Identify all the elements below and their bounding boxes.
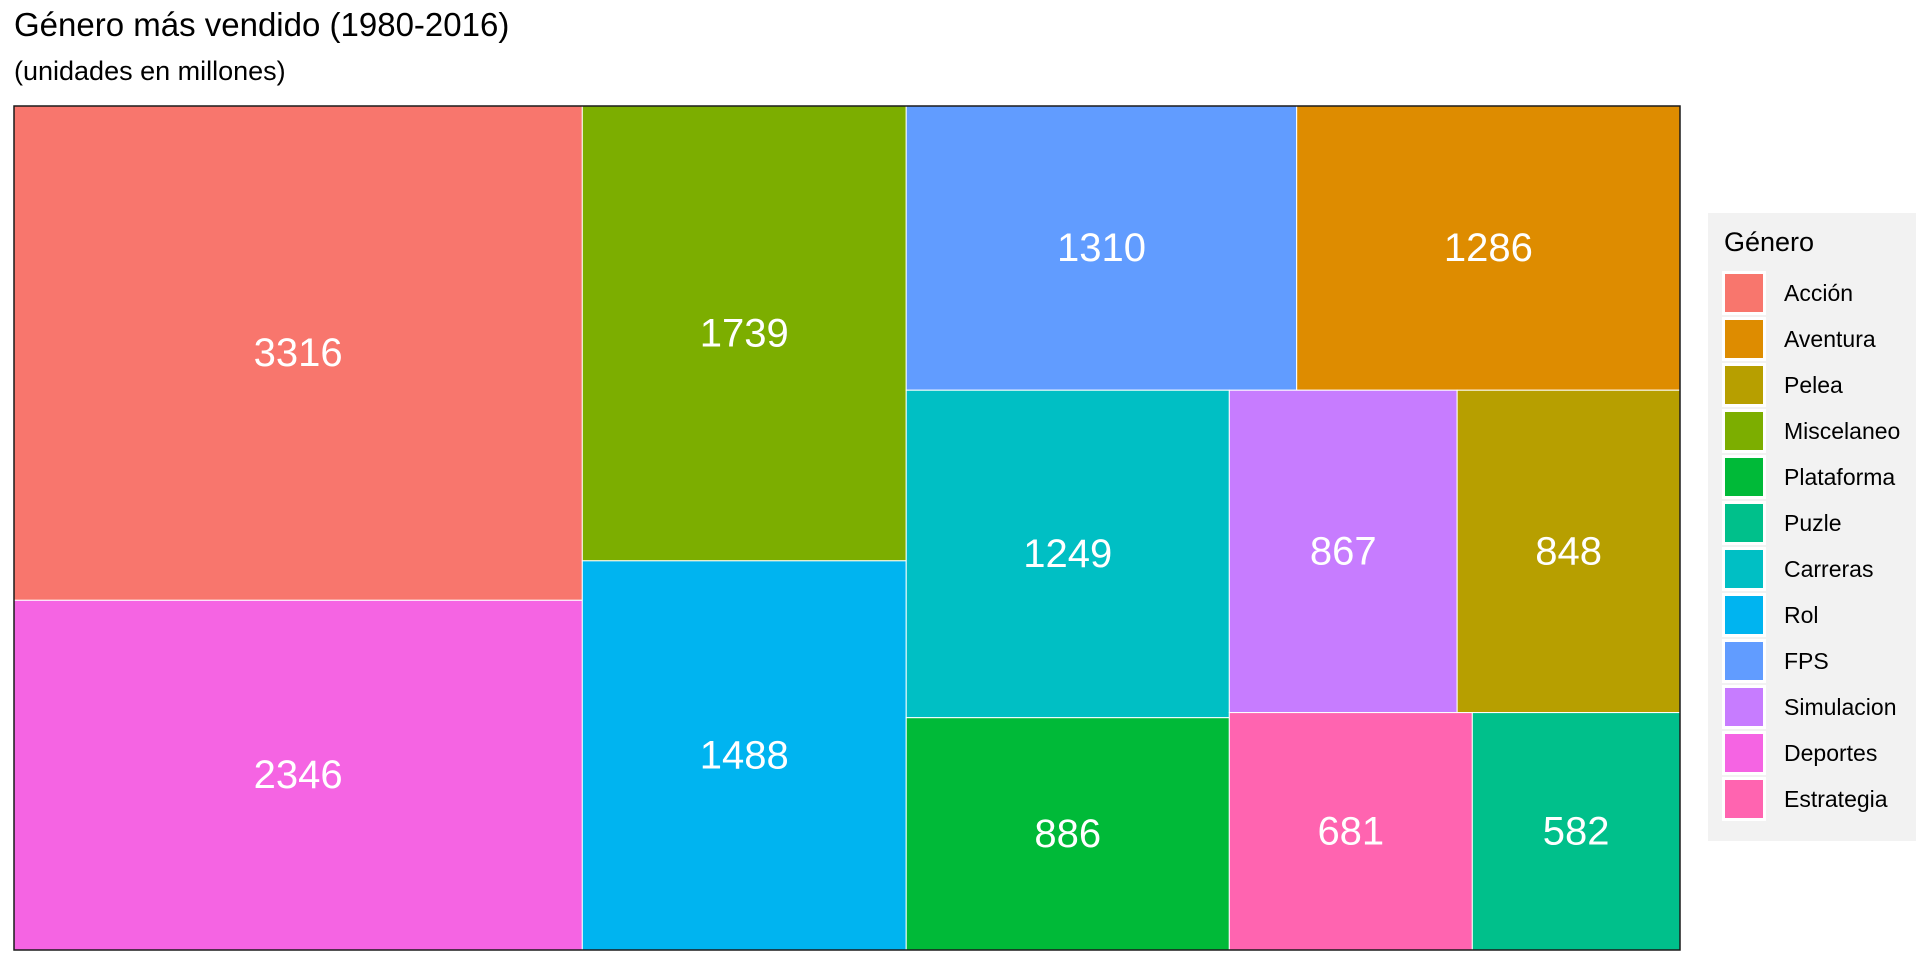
chart-subtitle: (unidades en millones) [14,56,286,86]
legend-label: Puzle [1784,510,1842,536]
legend-item-plataforma: Plataforma [1722,455,1912,499]
legend-key [1722,409,1766,453]
legend-swatch [1725,550,1763,588]
legend-swatch [1725,734,1763,772]
tile-label-fps: 1310 [1057,226,1146,270]
tile-label-miscelaneo: 1739 [700,311,789,355]
legend-swatch [1725,320,1763,358]
legend-item-carreras: Carreras [1722,547,1912,591]
legend-key [1722,501,1766,545]
treemap-labels: 3316 2346 1739 1488 1310 1286 1249 886 867 848 681… [254,226,1610,856]
legend-key [1722,777,1766,821]
tile-plataforma [905,717,1230,951]
tile-label-carreras: 1249 [1023,532,1112,576]
treemap-tiles [13,105,1681,951]
legend-item-simulacion: Simulacion [1722,685,1912,729]
tile-puzle [1471,712,1681,951]
legend-label: Aventura [1784,326,1876,352]
tile-label-estrategia: 681 [1317,809,1384,853]
legend-key [1722,547,1766,591]
legend-swatch [1725,412,1763,450]
legend-key [1722,593,1766,637]
tile-aventura [1296,105,1681,391]
legend-label: Deportes [1784,740,1878,766]
tile-label-aventura: 1286 [1444,226,1533,270]
legend: Género Acción Aventura Pelea Miscelaneo Plat… [1708,213,1916,841]
legend-item-pelea: Pelea [1722,363,1912,407]
tile-label-accion: 3316 [254,331,343,375]
legend-swatch [1725,780,1763,818]
chart-title: Género más vendido (1980-2016) [14,6,510,43]
legend-key [1722,271,1766,315]
tile-carreras [905,389,1230,719]
legend-item-rol: Rol [1722,593,1912,637]
tile-miscelaneo [581,105,907,562]
legend-item-fps: FPS [1722,639,1912,683]
legend-swatch [1725,642,1763,680]
tile-fps [905,105,1298,391]
legend-item-deportes: Deportes [1722,731,1912,775]
legend-key [1722,685,1766,729]
legend-key [1722,363,1766,407]
legend-swatch [1725,596,1763,634]
legend-label: Pelea [1784,372,1843,398]
legend-item-miscelaneo: Miscelaneo [1722,409,1912,453]
legend-swatch [1725,688,1763,726]
tile-label-rol: 1488 [700,733,789,777]
legend-key [1722,639,1766,683]
legend-key [1722,317,1766,361]
legend-title: Género [1724,227,1815,257]
legend-swatch [1725,274,1763,312]
legend-key [1722,455,1766,499]
legend-label: Plataforma [1784,464,1896,490]
legend-label: Estrategia [1784,786,1888,812]
legend-item-accion: Acción [1722,271,1912,315]
legend-swatch [1725,458,1763,496]
legend-item-aventura: Aventura [1722,317,1912,361]
tile-estrategia [1228,712,1473,951]
tile-label-plataforma: 886 [1034,812,1101,856]
tile-rol [581,560,907,951]
tile-label-deportes: 2346 [254,753,343,797]
legend-label: Simulacion [1784,694,1897,720]
tile-label-simulacion: 867 [1310,529,1377,573]
legend-swatch [1725,366,1763,404]
legend-label: Acción [1784,280,1854,306]
legend-label: FPS [1784,648,1829,674]
tile-accion [13,105,583,601]
legend-item-estrategia: Estrategia [1722,777,1912,821]
tile-deportes [13,599,583,951]
legend-label: Rol [1784,602,1819,628]
legend-swatch [1725,504,1763,542]
tile-label-puzle: 582 [1543,809,1610,853]
legend-label: Carreras [1784,556,1874,582]
legend-key [1722,731,1766,775]
legend-label: Miscelaneo [1784,418,1901,444]
tile-label-pelea: 848 [1535,529,1602,573]
plot-border [13,105,1681,951]
legend-item-puzle: Puzle [1722,501,1912,545]
tile-pelea [1456,389,1681,714]
